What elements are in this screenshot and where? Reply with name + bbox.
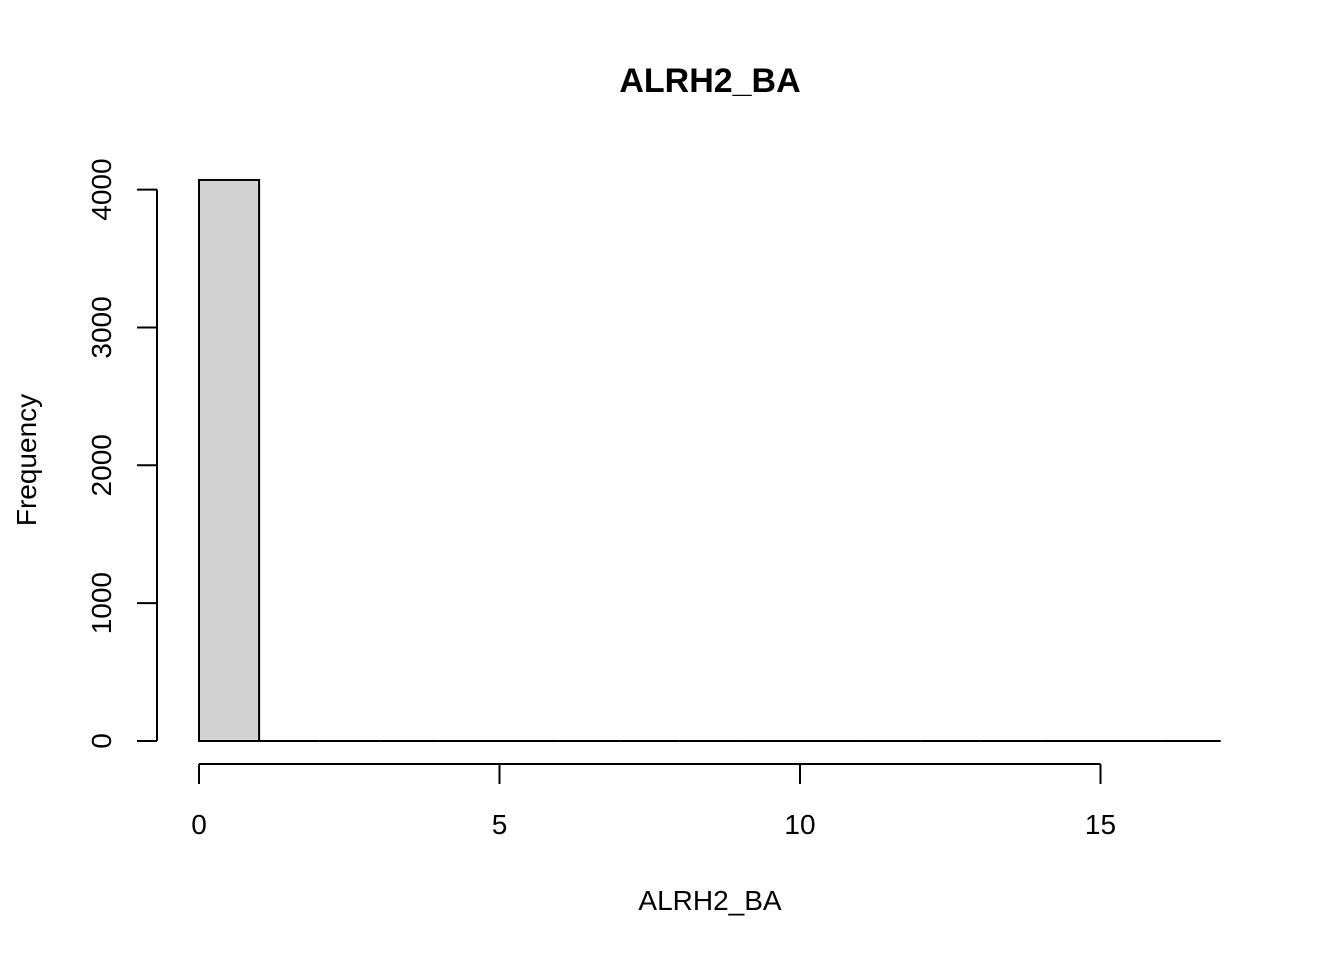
y-tick-label: 0 xyxy=(86,733,117,749)
y-tick-label: 3000 xyxy=(86,296,117,358)
y-axis-label: Frequency xyxy=(11,394,42,526)
chart-title: ALRH2_BA xyxy=(619,62,800,100)
x-axis-label: ALRH2_BA xyxy=(638,885,782,916)
bars-group xyxy=(198,178,1221,742)
y-tick-label: 2000 xyxy=(86,434,117,496)
histogram-bar xyxy=(198,178,261,742)
x-tick-label: 15 xyxy=(1085,809,1116,840)
y-tick-label: 1000 xyxy=(86,572,117,634)
x-tick-label: 5 xyxy=(492,809,508,840)
x-tick-label: 10 xyxy=(784,809,815,840)
x-tick-label: 0 xyxy=(191,809,207,840)
x-axis: 0 5 10 15 xyxy=(191,763,1116,840)
y-tick-label: 4000 xyxy=(86,158,117,220)
y-axis: 0 1000 2000 3000 4000 xyxy=(86,158,158,749)
